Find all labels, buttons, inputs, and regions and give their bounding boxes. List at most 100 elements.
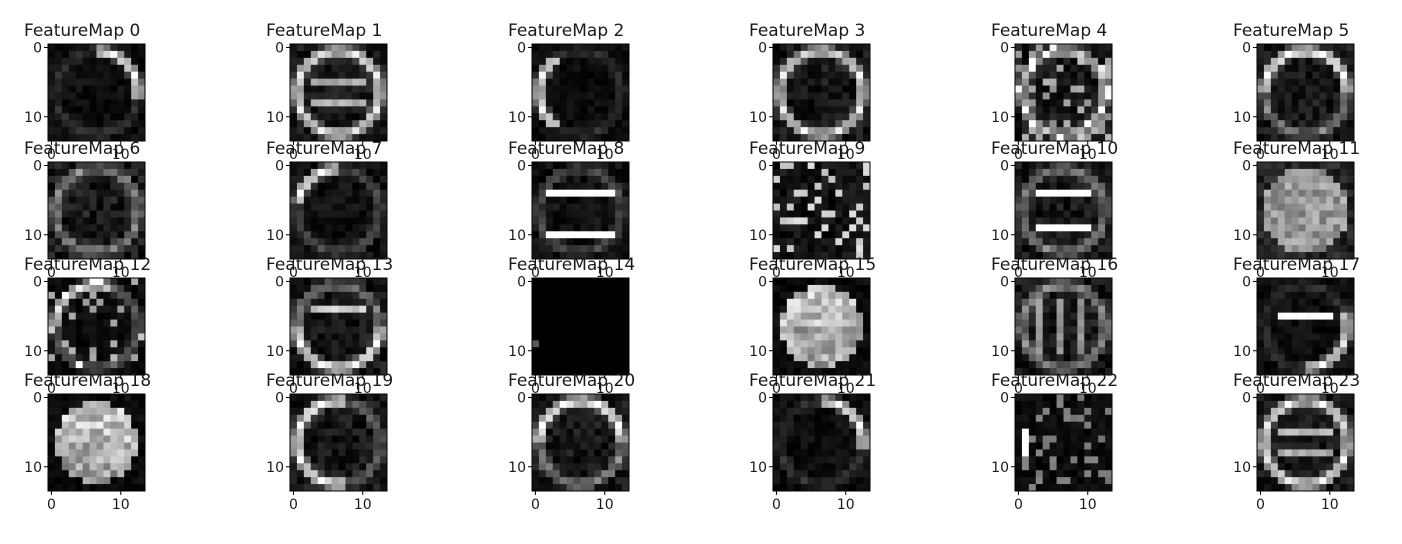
heatmap-cell <box>1340 347 1348 355</box>
heatmap-cell <box>338 217 346 225</box>
heatmap-cell <box>807 85 815 93</box>
heatmap-cell <box>622 354 630 362</box>
heatmap-cell <box>1298 470 1306 478</box>
heatmap-cell <box>821 175 829 184</box>
heatmap-cell <box>594 44 602 52</box>
heatmap-cell <box>1091 175 1099 184</box>
heatmap-cell <box>773 435 781 443</box>
heatmap-cell <box>821 189 829 198</box>
x-tick-label: 10 <box>1321 265 1339 281</box>
heatmap-cell <box>103 484 111 492</box>
heatmap-cell <box>807 421 815 430</box>
heatmap-cell <box>1326 231 1334 239</box>
heatmap-cell <box>573 44 581 52</box>
heatmap-cell <box>1035 477 1044 485</box>
heatmap-cell <box>608 196 616 204</box>
heatmap-cell <box>1333 92 1341 100</box>
heatmap-cell <box>538 284 547 293</box>
heatmap-cell <box>773 210 781 218</box>
heatmap-cell <box>773 340 781 348</box>
heatmap-cell <box>821 305 829 314</box>
heatmap-cell <box>366 113 374 121</box>
heatmap-cell <box>324 442 332 450</box>
heatmap-cell <box>1284 368 1293 376</box>
heatmap-cell <box>580 99 588 107</box>
heatmap-cell <box>1091 463 1099 471</box>
heatmap-cell <box>1105 182 1113 191</box>
heatmap-cell <box>786 50 795 59</box>
heatmap-cell <box>1284 210 1293 218</box>
heatmap-cell <box>96 203 104 211</box>
heatmap-cell <box>1035 162 1044 170</box>
heatmap-cell <box>138 407 146 416</box>
heatmap-cell <box>1319 463 1327 471</box>
heatmap-cell <box>807 284 815 293</box>
heatmap-cell <box>1305 44 1313 52</box>
heatmap-cell <box>345 421 353 430</box>
heatmap-cell <box>856 85 864 93</box>
heatmap-cell <box>573 120 581 128</box>
heatmap-cell <box>1305 57 1313 66</box>
heatmap-cell <box>1077 449 1085 457</box>
heatmap-cell <box>324 113 332 121</box>
heatmap-cell <box>373 278 381 286</box>
panel-title: FeatureMap 18 <box>24 371 151 391</box>
heatmap-cell <box>856 189 864 198</box>
heatmap-cell <box>786 326 795 334</box>
heatmap-cell <box>1305 78 1313 86</box>
heatmap-cell <box>1284 449 1293 457</box>
heatmap-cell <box>380 78 388 86</box>
heatmap-cell <box>1319 189 1327 198</box>
heatmap-cell <box>573 85 581 93</box>
heatmap-cell <box>566 175 574 184</box>
heatmap-cell <box>117 44 125 52</box>
heatmap-cell <box>324 284 332 293</box>
heatmap-cell <box>849 414 857 423</box>
heatmap-cell <box>117 484 125 492</box>
heatmap-cell <box>317 291 326 300</box>
heatmap-cell <box>821 44 829 52</box>
heatmap-cell <box>54 470 63 478</box>
heatmap-cell <box>828 291 836 300</box>
heatmap-cell <box>303 421 312 430</box>
heatmap-cell <box>821 435 829 443</box>
heatmap-cell <box>1347 298 1355 307</box>
heatmap-cell <box>1091 312 1099 320</box>
heatmap-cell <box>82 231 90 239</box>
heatmap-cell <box>622 407 630 416</box>
heatmap-cell <box>75 361 84 369</box>
heatmap-cell <box>1056 361 1064 369</box>
axes-frame <box>1014 43 1113 142</box>
heatmap-cell <box>1091 210 1099 218</box>
heatmap-cell <box>545 78 554 86</box>
heatmap-cell <box>1257 217 1265 225</box>
heatmap-cell <box>1340 340 1348 348</box>
heatmap-cell <box>48 85 56 93</box>
heatmap-cell <box>856 71 864 80</box>
heatmap-cell <box>566 400 574 409</box>
heatmap-cell <box>849 470 857 478</box>
heatmap-cell <box>1277 312 1286 320</box>
heatmap-cell <box>532 99 540 107</box>
heatmap-cell <box>1042 449 1051 457</box>
heatmap-cell <box>587 127 595 135</box>
heatmap-cell <box>1270 71 1279 80</box>
heatmap-cell <box>622 394 630 402</box>
heatmap-cell <box>773 182 781 191</box>
heatmap-cell <box>842 210 850 218</box>
heatmap-cell <box>1291 71 1299 80</box>
heatmap-cell <box>545 44 554 52</box>
heatmap-cell <box>587 414 595 423</box>
heatmap-cell <box>835 291 843 300</box>
heatmap-cell <box>615 92 623 100</box>
heatmap-cell <box>352 463 360 471</box>
heatmap-cell <box>117 106 125 114</box>
heatmap-cell <box>1077 92 1085 100</box>
heatmap-cell <box>1063 175 1071 184</box>
heatmap-cell <box>1028 71 1037 80</box>
heatmap-cell <box>68 196 77 204</box>
x-tick-label: 0 <box>531 497 540 513</box>
heatmap-cell <box>807 477 815 485</box>
heatmap-cell <box>103 217 111 225</box>
heatmap-cell <box>366 78 374 86</box>
